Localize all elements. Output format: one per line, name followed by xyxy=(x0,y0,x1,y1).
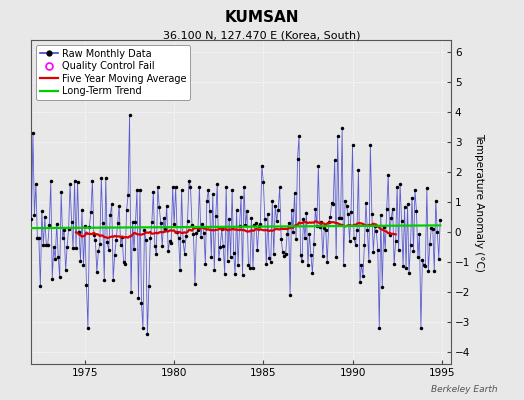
Y-axis label: Temperature Anomaly (°C): Temperature Anomaly (°C) xyxy=(474,132,484,272)
Legend: Raw Monthly Data, Quality Control Fail, Five Year Moving Average, Long-Term Tren: Raw Monthly Data, Quality Control Fail, … xyxy=(36,45,190,100)
Text: 36.100 N, 127.470 E (Korea, South): 36.100 N, 127.470 E (Korea, South) xyxy=(163,30,361,40)
Text: Berkeley Earth: Berkeley Earth xyxy=(431,385,498,394)
Text: KUMSAN: KUMSAN xyxy=(225,10,299,25)
